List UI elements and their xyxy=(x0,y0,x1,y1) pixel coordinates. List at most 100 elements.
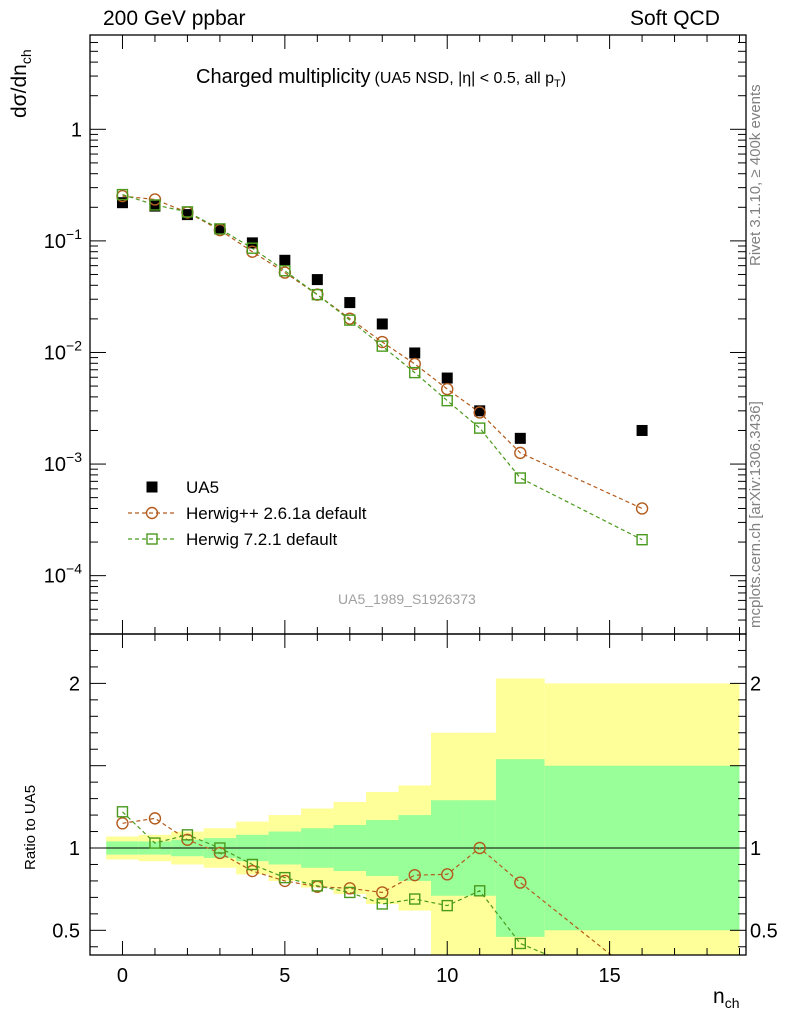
ratio-y-tick-label-left: 0.5 xyxy=(52,920,80,942)
ratio-point-herwigpp xyxy=(441,868,454,881)
main-y-tick-label: 10−3 xyxy=(44,449,82,476)
point-herwig7 xyxy=(376,340,388,352)
ratio-point-herwig7 xyxy=(116,806,129,818)
ratio-point-herwig7 xyxy=(376,898,388,910)
ratio-point-herwigpp xyxy=(148,812,162,825)
uncertainty-bands xyxy=(90,678,746,955)
point-ua5 xyxy=(636,424,648,436)
series-line-herwigpp xyxy=(122,195,643,510)
point-ua5 xyxy=(149,200,161,212)
point-ua5 xyxy=(116,197,128,209)
ratio-point-herwig7 xyxy=(214,842,226,854)
point-ua5 xyxy=(214,223,226,235)
main-y-tick-base: 10 xyxy=(44,342,66,364)
ratio-point-herwigpp xyxy=(246,864,259,878)
point-herwig7 xyxy=(214,223,226,235)
legend-label-herwigpp: Herwig++ 2.6.1a default xyxy=(186,504,367,523)
point-ua5 xyxy=(181,209,193,221)
main-y-tick-exp: −4 xyxy=(66,561,82,577)
point-herwigpp xyxy=(473,406,486,419)
ratio-point-herwig7 xyxy=(246,858,259,871)
ratio-point-herwig7 xyxy=(514,937,526,950)
point-herwigpp xyxy=(311,288,324,301)
main-y-tick-base: 10 xyxy=(44,454,66,476)
ratio-point-herwigpp xyxy=(473,841,486,855)
ratio-y-tick-label-right: 2 xyxy=(750,673,761,695)
x-tick-label: 0 xyxy=(117,965,128,987)
main-y-tick-label: 10−4 xyxy=(44,561,82,588)
ratio-y-tick-label-right: 1 xyxy=(750,838,761,860)
point-herwig7 xyxy=(279,265,291,277)
chart-title-main: Charged multiplicity xyxy=(196,66,371,88)
ratio-y-tick-label-right: 0.5 xyxy=(750,920,778,942)
point-herwig7 xyxy=(344,314,356,326)
x-tick-label: 10 xyxy=(436,965,458,987)
point-ua5 xyxy=(279,254,291,266)
x-tick-label: 5 xyxy=(279,965,290,987)
main-y-tick-exp: −3 xyxy=(66,449,82,465)
point-herwig7 xyxy=(636,533,648,546)
main-y-tick-exp: −1 xyxy=(66,226,82,242)
x-axis-label-text: n xyxy=(713,985,725,1008)
main-y-tick-base: 10 xyxy=(44,231,66,253)
ratio-point-herwig7 xyxy=(181,829,194,841)
point-ua5 xyxy=(514,432,526,444)
main-y-tick-base: 10 xyxy=(44,566,66,588)
legend-marker-ua5 xyxy=(146,481,158,493)
x-tick-label: 15 xyxy=(598,965,620,987)
chart-title-note-sub: T xyxy=(554,78,561,91)
point-herwig7 xyxy=(441,394,453,407)
point-herwig7 xyxy=(246,242,259,254)
legend-marker-herwigpp xyxy=(145,506,159,520)
point-ua5 xyxy=(441,372,453,384)
point-herwigpp xyxy=(635,502,649,515)
x-axis-label-sub: ch xyxy=(724,995,740,1012)
point-ua5 xyxy=(409,347,421,359)
point-herwig7 xyxy=(514,472,526,484)
point-herwig7 xyxy=(116,188,129,201)
ratio-point-herwig7 xyxy=(409,893,421,905)
ratio-y-tick-label-left: 2 xyxy=(69,673,80,695)
legend: UA5 Herwig++ 2.6.1a default Herwig 7.2.1 d… xyxy=(128,478,367,549)
header-right-label: Soft QCD xyxy=(630,7,720,30)
ratio-point-herwigpp xyxy=(376,886,389,899)
chart-title-close: ) xyxy=(560,70,567,87)
point-herwigpp xyxy=(514,446,527,460)
ratio-point-herwigpp xyxy=(116,817,129,830)
main-y-tick-label: 10−2 xyxy=(44,337,82,364)
ratio-point-herwig7 xyxy=(149,837,161,849)
main-y-tick-exp: −2 xyxy=(66,337,82,353)
point-herwig7 xyxy=(311,288,324,301)
point-herwigpp xyxy=(408,357,421,371)
point-herwig7 xyxy=(181,206,194,218)
chart-title: Charged multiplicity (UA5 NSD, |η| < 0.5,… xyxy=(196,66,566,90)
header-left-label: 200 GeV ppbar xyxy=(103,7,246,30)
main-y-tick-label: 10−1 xyxy=(44,226,82,253)
point-ua5 xyxy=(311,274,323,286)
point-herwigpp xyxy=(441,382,454,396)
legend-label-herwig7: Herwig 7.2.1 default xyxy=(186,530,337,549)
point-herwig7 xyxy=(149,199,161,211)
point-ua5 xyxy=(376,318,388,330)
point-herwig7 xyxy=(474,422,486,434)
point-herwig7 xyxy=(409,366,421,379)
chart-title-note: (UA5 NSD, |η| < 0.5, all p xyxy=(374,70,555,87)
x-axis-label: nch xyxy=(713,985,739,1011)
ratio-point-herwig7 xyxy=(311,880,324,892)
ratio-point-herwigpp xyxy=(514,876,527,889)
main-y-tick-label: 1 xyxy=(71,119,82,141)
legend-marker-herwig7 xyxy=(146,533,158,545)
ratio-point-herwig7 xyxy=(344,886,356,899)
ratio-y-tick-label-left: 1 xyxy=(69,838,80,860)
legend-label-ua5: UA5 xyxy=(186,478,219,497)
analysis-watermark: UA5_1989_S1926373 xyxy=(338,591,476,607)
ratio-frame xyxy=(89,633,747,956)
point-ua5 xyxy=(474,405,486,417)
ratio-point-herwig7 xyxy=(441,899,453,912)
series-markers xyxy=(116,188,649,950)
ratio-point-herwig7 xyxy=(279,871,291,884)
ratio-point-herwig7 xyxy=(474,885,486,897)
point-ua5 xyxy=(344,297,356,309)
